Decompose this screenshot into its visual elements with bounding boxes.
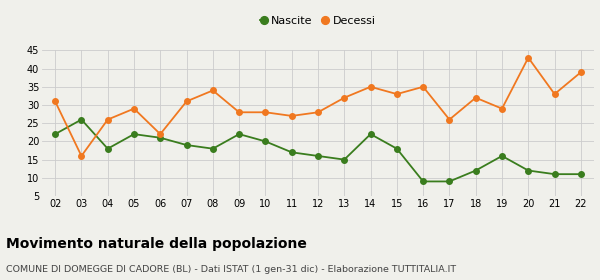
Nascite	[367, 132, 374, 136]
Decessi	[367, 85, 374, 88]
Legend: Nascite, Decessi: Nascite, Decessi	[257, 12, 379, 30]
Decessi	[393, 92, 400, 96]
Nascite	[288, 151, 295, 154]
Nascite	[157, 136, 164, 139]
Decessi	[419, 85, 427, 88]
Decessi	[288, 114, 295, 118]
Decessi	[130, 107, 137, 110]
Decessi	[209, 89, 217, 92]
Decessi	[52, 100, 59, 103]
Decessi	[104, 118, 112, 121]
Decessi	[446, 118, 453, 121]
Text: COMUNE DI DOMEGGE DI CADORE (BL) - Dati ISTAT (1 gen-31 dic) - Elaborazione TUTT: COMUNE DI DOMEGGE DI CADORE (BL) - Dati …	[6, 265, 456, 274]
Nascite	[262, 140, 269, 143]
Decessi	[78, 154, 85, 158]
Text: Movimento naturale della popolazione: Movimento naturale della popolazione	[6, 237, 307, 251]
Decessi	[524, 56, 532, 59]
Nascite	[577, 172, 584, 176]
Nascite	[209, 147, 217, 150]
Nascite	[236, 132, 243, 136]
Nascite	[524, 169, 532, 172]
Nascite	[104, 147, 112, 150]
Nascite	[551, 172, 558, 176]
Decessi	[341, 96, 348, 99]
Decessi	[472, 96, 479, 99]
Nascite	[314, 154, 322, 158]
Decessi	[157, 132, 164, 136]
Decessi	[183, 100, 190, 103]
Line: Nascite: Nascite	[52, 117, 584, 184]
Nascite	[183, 143, 190, 147]
Nascite	[52, 132, 59, 136]
Nascite	[446, 180, 453, 183]
Nascite	[130, 132, 137, 136]
Decessi	[262, 111, 269, 114]
Nascite	[393, 147, 400, 150]
Nascite	[78, 118, 85, 121]
Decessi	[551, 92, 558, 96]
Decessi	[314, 111, 322, 114]
Nascite	[499, 154, 506, 158]
Line: Decessi: Decessi	[52, 55, 584, 159]
Nascite	[341, 158, 348, 161]
Decessi	[499, 107, 506, 110]
Decessi	[236, 111, 243, 114]
Nascite	[419, 180, 427, 183]
Nascite	[472, 169, 479, 172]
Decessi	[577, 71, 584, 74]
